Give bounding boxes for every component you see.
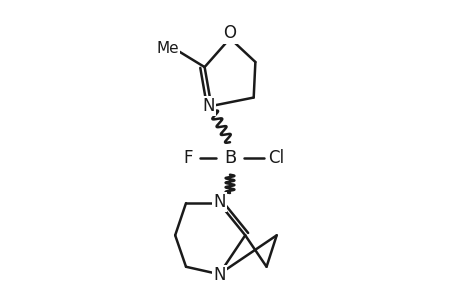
Text: Cl: Cl bbox=[267, 149, 283, 167]
Text: N: N bbox=[213, 266, 225, 284]
Text: O: O bbox=[223, 24, 236, 42]
Text: Me: Me bbox=[156, 41, 178, 56]
Text: F: F bbox=[183, 149, 192, 167]
Text: N: N bbox=[213, 193, 225, 211]
Text: N: N bbox=[202, 97, 214, 115]
Text: B: B bbox=[224, 149, 235, 167]
